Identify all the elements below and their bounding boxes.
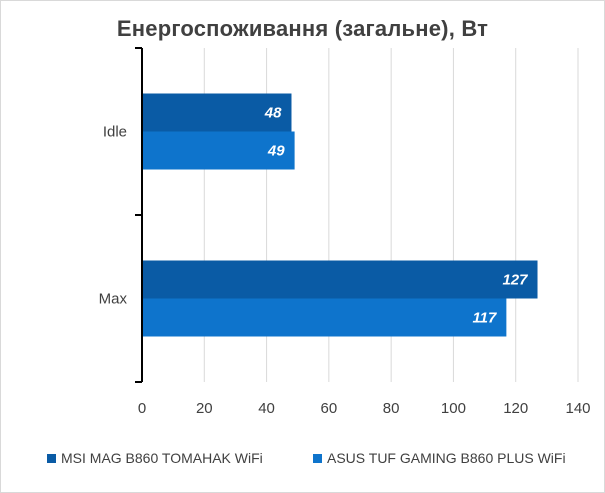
- legend: MSI MAG B860 TOMAHAK WiFi ASUS TUF GAMIN…: [0, 446, 605, 470]
- bar: [142, 131, 295, 170]
- legend-label-series-1: MSI MAG B860 TOMAHAK WiFi: [61, 450, 263, 466]
- x-tick-label: 40: [258, 400, 275, 417]
- chart-title: Енергоспоживання (загальне), Вт: [116, 16, 489, 41]
- value-axis-ticks: 0 20 40 60 80 100 120 140: [138, 400, 591, 417]
- chart-plot-area: 48 49 127 117 Idle Max 0 20 40 60 80 100 120 140: [99, 47, 591, 417]
- legend-label-series-2: ASUS TUF GAMING B860 PLUS WiFi: [327, 450, 566, 466]
- x-tick-label: 20: [196, 400, 213, 417]
- bar: [142, 298, 507, 337]
- data-label: 48: [264, 105, 282, 122]
- data-label: 127: [502, 272, 528, 289]
- category-axis: Idle Max: [99, 47, 143, 383]
- category-label: Idle: [103, 124, 127, 141]
- x-tick-label: 80: [383, 400, 400, 417]
- category-label: Max: [99, 291, 128, 308]
- x-tick-label: 0: [138, 400, 146, 417]
- legend-item-series-2: ASUS TUF GAMING B860 PLUS WiFi: [313, 446, 566, 470]
- bar: [142, 93, 292, 132]
- bar: [142, 260, 538, 299]
- legend-swatch-series-2: [313, 453, 322, 463]
- x-tick-label: 60: [321, 400, 338, 417]
- legend-item-series-1: MSI MAG B860 TOMAHAK WiFi: [47, 446, 263, 470]
- x-tick-label: 140: [565, 400, 590, 417]
- data-label: 117: [472, 310, 497, 327]
- x-tick-label: 100: [441, 400, 466, 417]
- x-tick-label: 120: [503, 400, 528, 417]
- bars-group: 48 49 127 117: [142, 93, 538, 337]
- legend-swatch-series-1: [47, 453, 56, 463]
- data-label: 49: [267, 143, 285, 160]
